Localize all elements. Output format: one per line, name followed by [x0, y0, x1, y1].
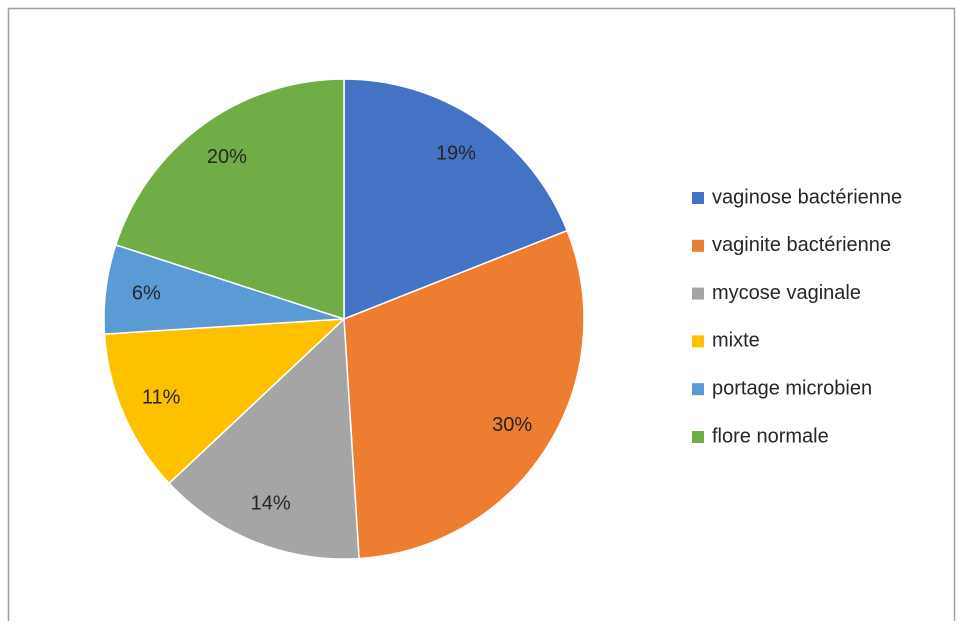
- legend-swatch: [692, 287, 704, 300]
- data-label: 30%: [492, 414, 532, 436]
- pie-slice: [103, 318, 347, 485]
- legend-swatch: [692, 335, 704, 348]
- data-label: 6%: [132, 282, 161, 304]
- legend-swatch: [692, 383, 704, 396]
- legend-label: flore normale: [712, 425, 829, 447]
- legend-swatch: [692, 192, 704, 204]
- legend-label: vaginite bactérienne: [712, 234, 891, 256]
- legend-swatch: [692, 431, 704, 443]
- pie-slice: [167, 317, 360, 560]
- data-label: 14%: [251, 492, 291, 514]
- legend-label: mixte: [712, 330, 760, 352]
- legend-label: portage microbien: [712, 377, 872, 399]
- data-label: 20%: [207, 146, 247, 168]
- legend-label: mycose vaginale: [712, 282, 861, 304]
- data-label: 19%: [436, 143, 476, 165]
- data-label: 11%: [142, 386, 181, 408]
- legend-swatch: [692, 239, 704, 252]
- pie-slice: [343, 78, 569, 321]
- pie-slice: [114, 78, 345, 321]
- legend-label: vaginose bactérienne: [712, 186, 902, 208]
- pie-slice: [343, 229, 585, 560]
